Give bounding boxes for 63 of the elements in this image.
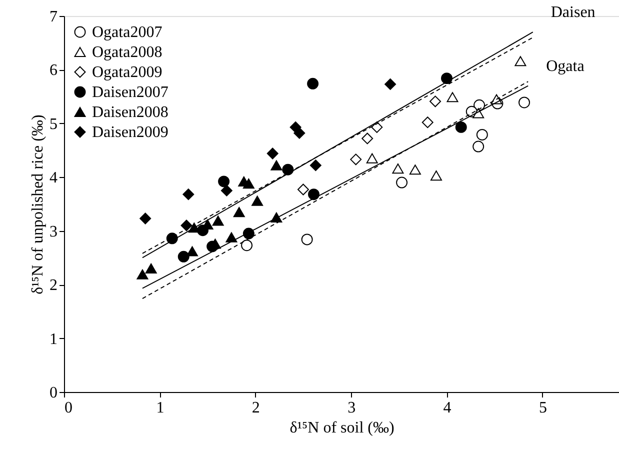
point xyxy=(446,92,458,102)
point xyxy=(472,140,484,152)
point xyxy=(212,216,224,226)
point xyxy=(140,212,152,224)
series-label: Daisen xyxy=(550,4,596,22)
y-tick-label: 0 xyxy=(50,384,58,402)
legend-label: Daisen2008 xyxy=(92,104,168,121)
point xyxy=(182,188,194,200)
point xyxy=(226,232,238,242)
point xyxy=(178,250,190,262)
x-tick-label: 1 xyxy=(156,400,164,416)
y-tick-label: 5 xyxy=(50,116,58,133)
x-tick-label: 0 xyxy=(64,400,72,416)
point xyxy=(310,160,322,172)
point xyxy=(301,234,313,246)
legend-label: Daisen2007 xyxy=(92,84,168,101)
point xyxy=(220,184,232,196)
point xyxy=(392,164,404,174)
point xyxy=(362,132,374,144)
x-tick-label: 4 xyxy=(443,400,452,416)
point xyxy=(252,196,264,206)
x-tick-label: 3 xyxy=(348,400,356,416)
point xyxy=(396,176,408,188)
point xyxy=(350,154,362,166)
point xyxy=(430,96,442,108)
point xyxy=(518,96,530,108)
point xyxy=(371,121,383,133)
y-tick-label: 6 xyxy=(50,62,58,80)
point xyxy=(308,188,320,200)
point xyxy=(266,148,278,160)
point xyxy=(270,160,282,170)
point xyxy=(409,164,421,175)
point xyxy=(241,240,253,252)
point xyxy=(476,128,488,140)
x-tick-label: 5 xyxy=(538,400,547,416)
point xyxy=(422,116,434,128)
point xyxy=(294,127,306,139)
point xyxy=(384,78,396,90)
legend-label: Ogata2007 xyxy=(92,24,162,41)
y-tick-label: 1 xyxy=(50,330,58,348)
legend-label: Ogata2008 xyxy=(92,44,162,61)
point xyxy=(297,184,309,196)
point xyxy=(430,170,442,181)
x-axis-title: δ¹⁵N of soil (‰) xyxy=(290,420,394,436)
legend-label: Daisen2009 xyxy=(92,124,168,141)
y-axis-title: δ¹⁵N of unpolished rice (‰) xyxy=(30,114,46,294)
y-tick-label: 3 xyxy=(50,223,58,240)
point xyxy=(441,72,453,84)
point xyxy=(145,263,157,274)
y-tick-label: 4 xyxy=(50,170,58,187)
legend-label: Ogata2009 xyxy=(92,64,162,81)
point xyxy=(233,207,245,218)
series-label: Ogata xyxy=(546,58,584,75)
point xyxy=(136,269,148,280)
point xyxy=(514,56,526,66)
point xyxy=(242,178,254,189)
x-tick-label: 2 xyxy=(252,400,260,416)
point xyxy=(366,153,378,164)
y-tick-label: 7 xyxy=(50,8,58,26)
point xyxy=(455,121,467,133)
y-tick-label: 2 xyxy=(50,277,58,294)
point xyxy=(218,176,230,188)
point xyxy=(307,78,319,90)
